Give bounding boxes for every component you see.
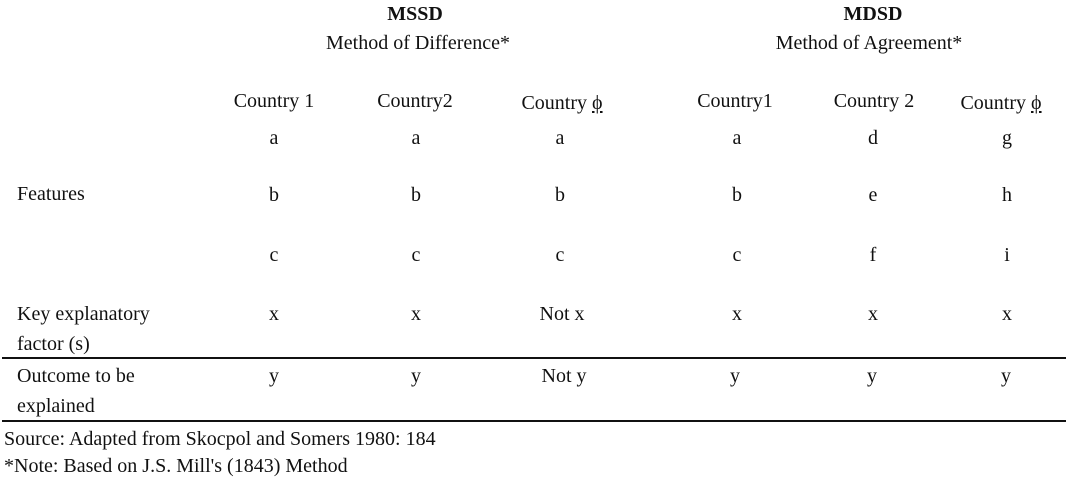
table-cell: x [732, 303, 742, 325]
column-header-mdsd-country-2: Country 2 [833, 90, 915, 112]
table-bottom-rule [2, 420, 1066, 422]
table-cell: y [1001, 365, 1011, 387]
table-cell: x [868, 303, 878, 325]
table-cell: e [868, 184, 878, 206]
table-cell: c [411, 244, 421, 266]
table-cell: a [269, 127, 279, 149]
column-header-mdsd-country-phi: Country ϕ [960, 92, 1042, 114]
table-cell: c [732, 244, 742, 266]
table-cell: y [730, 365, 740, 387]
table-cell: b [411, 184, 421, 206]
table-cell: b [555, 184, 565, 206]
table-cell: x [269, 303, 279, 325]
table-cell: y [411, 365, 421, 387]
table-cell: g [1002, 127, 1012, 149]
table-cell: b [732, 184, 742, 206]
mssd-title: MSSD [387, 3, 443, 25]
row-label-features: Features [17, 183, 85, 205]
row-label-key-explanatory-line1: Key explanatory [17, 303, 150, 325]
table-cell: c [555, 244, 565, 266]
row-label-outcome-line1: Outcome to be [17, 365, 135, 387]
table-cell: Not y [541, 365, 587, 387]
column-header-mssd-country-2: Country2 [377, 90, 453, 112]
table-cell: h [1002, 184, 1012, 206]
table-cell: Not x [539, 303, 585, 325]
table-cell: b [269, 184, 279, 206]
table-cell: a [555, 127, 565, 149]
table-cell: c [269, 244, 279, 266]
table-divider [2, 357, 1066, 359]
table-cell: y [867, 365, 877, 387]
table-cell: x [411, 303, 421, 325]
table-cell: f [869, 244, 877, 266]
row-label-key-explanatory-line2: factor (s) [17, 333, 90, 355]
table-cell: a [411, 127, 421, 149]
table-cell: i [1004, 244, 1010, 266]
phi-symbol: ϕ [1031, 92, 1042, 114]
table-cell: d [868, 127, 878, 149]
column-header-mssd-country-phi: Country ϕ [521, 92, 603, 114]
column-header-mssd-country-1: Country 1 [233, 90, 315, 112]
phi-symbol: ϕ [592, 92, 603, 114]
mdsd-title: MDSD [843, 3, 903, 25]
source-note: Source: Adapted from Skocpol and Somers … [4, 428, 436, 450]
mdsd-method: Method of Agreement* [775, 32, 963, 54]
row-label-outcome-line2: explained [17, 395, 95, 417]
mssd-method: Method of Difference* [325, 32, 511, 54]
table-cell: y [269, 365, 279, 387]
column-header-mdsd-country-1: Country1 [697, 90, 773, 112]
table-cell: a [732, 127, 742, 149]
table-cell: x [1002, 303, 1012, 325]
method-note: *Note: Based on J.S. Mill's (1843) Metho… [4, 455, 348, 477]
